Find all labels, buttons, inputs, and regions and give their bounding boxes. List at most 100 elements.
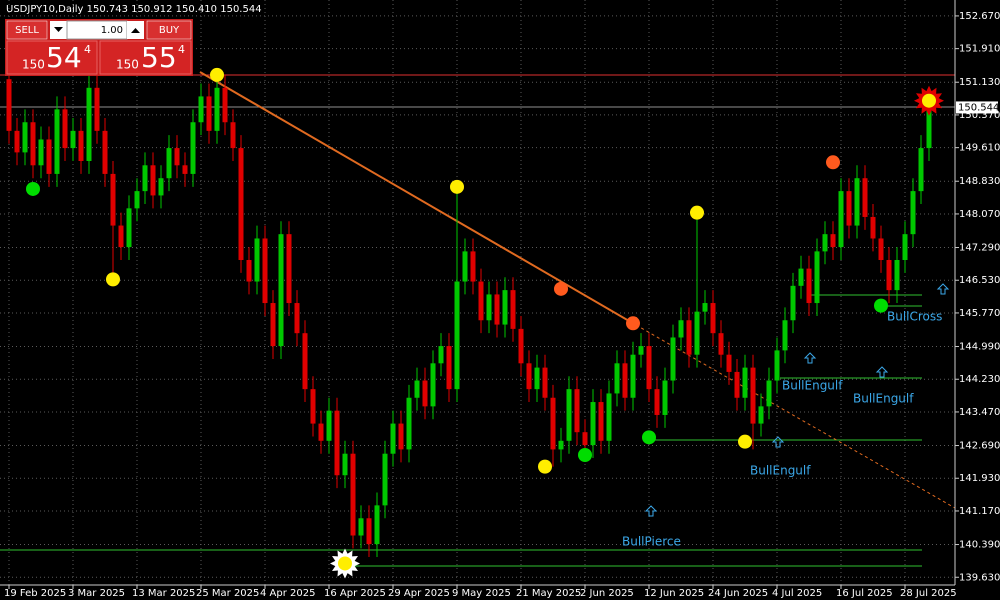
candle-body bbox=[94, 87, 100, 131]
current-price-box bbox=[956, 101, 998, 114]
x-tick-label: 2 Jun 2025 bbox=[580, 588, 634, 599]
bid-main: 54 bbox=[46, 41, 82, 74]
candle-body bbox=[190, 122, 196, 174]
candle-body bbox=[494, 294, 500, 325]
candle-body bbox=[342, 453, 348, 476]
candle-body bbox=[390, 423, 396, 454]
candle-body bbox=[70, 130, 76, 149]
candle-body bbox=[870, 216, 876, 239]
x-tick-label: 19 Feb 2025 bbox=[4, 588, 66, 599]
buy-button[interactable] bbox=[146, 20, 192, 40]
y-tick-label: 141.930 bbox=[959, 473, 1000, 484]
y-tick-label: 149.610 bbox=[959, 143, 1000, 154]
candle-body bbox=[766, 380, 772, 407]
candle-body bbox=[926, 109, 932, 149]
candle-body bbox=[606, 393, 612, 441]
sell-label: SELL bbox=[15, 25, 39, 36]
candle-body bbox=[790, 285, 796, 321]
x-tick-label: 4 Jul 2025 bbox=[772, 588, 822, 599]
candle-body bbox=[710, 303, 716, 334]
ask-box[interactable] bbox=[99, 40, 192, 75]
candle-body bbox=[502, 290, 508, 325]
x-tick-label: 4 Apr 2025 bbox=[260, 588, 315, 599]
candle-body bbox=[806, 268, 812, 304]
sell-button[interactable] bbox=[6, 20, 48, 40]
candle-body bbox=[918, 148, 924, 192]
candle-body bbox=[230, 122, 236, 149]
candle-body bbox=[830, 234, 836, 248]
candle-body bbox=[294, 303, 300, 334]
candle-body bbox=[374, 505, 380, 545]
candle-body bbox=[646, 346, 652, 390]
candle-body bbox=[406, 397, 412, 450]
ask-main: 55 bbox=[141, 41, 177, 74]
marker bbox=[626, 316, 640, 331]
candle-body bbox=[326, 410, 332, 441]
x-tick-label: 21 May 2025 bbox=[516, 588, 581, 599]
ask-big: 150 bbox=[116, 58, 139, 72]
candle-body bbox=[334, 410, 340, 476]
candle-body bbox=[86, 87, 92, 161]
signal-label: BullEngulf bbox=[750, 464, 811, 478]
candle-body bbox=[366, 518, 372, 545]
candle-body bbox=[510, 290, 516, 329]
marker bbox=[338, 556, 352, 571]
current-price-label: 150.544 bbox=[958, 102, 999, 113]
x-tick-label: 12 Jun 2025 bbox=[644, 588, 704, 599]
candle-body bbox=[750, 367, 756, 424]
candle-body bbox=[694, 311, 700, 355]
candle-body bbox=[478, 281, 484, 321]
candle-body bbox=[894, 260, 900, 291]
candle-body bbox=[662, 380, 668, 415]
y-tick-label: 145.770 bbox=[959, 308, 1000, 319]
marker bbox=[26, 181, 40, 196]
candle-body bbox=[422, 380, 428, 407]
signal-label: BullPierce bbox=[622, 535, 681, 549]
candle-body bbox=[286, 234, 292, 304]
candle-body bbox=[102, 130, 108, 174]
candle-body bbox=[862, 178, 868, 217]
candle-body bbox=[798, 268, 804, 286]
candle-body bbox=[454, 281, 460, 390]
candle-body bbox=[126, 208, 132, 248]
y-tick-label: 148.070 bbox=[959, 209, 1000, 220]
candle-body bbox=[910, 191, 916, 235]
candle-body bbox=[54, 109, 60, 174]
candle-body bbox=[134, 191, 140, 209]
candle-body bbox=[742, 367, 748, 398]
candle-body bbox=[598, 402, 604, 441]
marker bbox=[578, 448, 592, 462]
bid-box[interactable] bbox=[6, 40, 98, 75]
candle-body bbox=[838, 191, 844, 248]
candle-body bbox=[558, 440, 564, 450]
candle-body bbox=[878, 238, 884, 260]
marker bbox=[738, 434, 752, 449]
y-tick-label: 150.370 bbox=[959, 110, 1000, 121]
y-tick-label: 144.990 bbox=[959, 342, 1000, 353]
candle-body bbox=[166, 148, 172, 179]
candle-body bbox=[350, 453, 356, 536]
candle-body bbox=[174, 148, 180, 166]
candle-body bbox=[14, 130, 20, 153]
candle-body bbox=[854, 178, 860, 226]
candle-body bbox=[718, 333, 724, 355]
y-tick-label: 151.130 bbox=[959, 77, 1000, 88]
x-tick-label: 9 May 2025 bbox=[452, 588, 511, 599]
candles bbox=[6, 66, 932, 558]
y-tick-label: 151.910 bbox=[959, 44, 1000, 55]
signal-label: BullEngulf bbox=[782, 379, 843, 393]
bid-pip: 4 bbox=[84, 43, 91, 56]
candle-body bbox=[110, 173, 116, 226]
y-tick-label: 139.630 bbox=[959, 572, 1000, 583]
candle-body bbox=[62, 109, 68, 149]
candle-body bbox=[398, 423, 404, 450]
marker bbox=[106, 272, 120, 287]
candle-body bbox=[902, 234, 908, 260]
candle-body bbox=[654, 389, 660, 415]
candle-body bbox=[430, 363, 436, 407]
candle-body bbox=[150, 165, 156, 196]
candle-body bbox=[382, 453, 388, 506]
candle-body bbox=[574, 389, 580, 433]
signal-label: BullEngulf bbox=[853, 392, 914, 406]
y-tick-label: 142.690 bbox=[959, 441, 1000, 452]
